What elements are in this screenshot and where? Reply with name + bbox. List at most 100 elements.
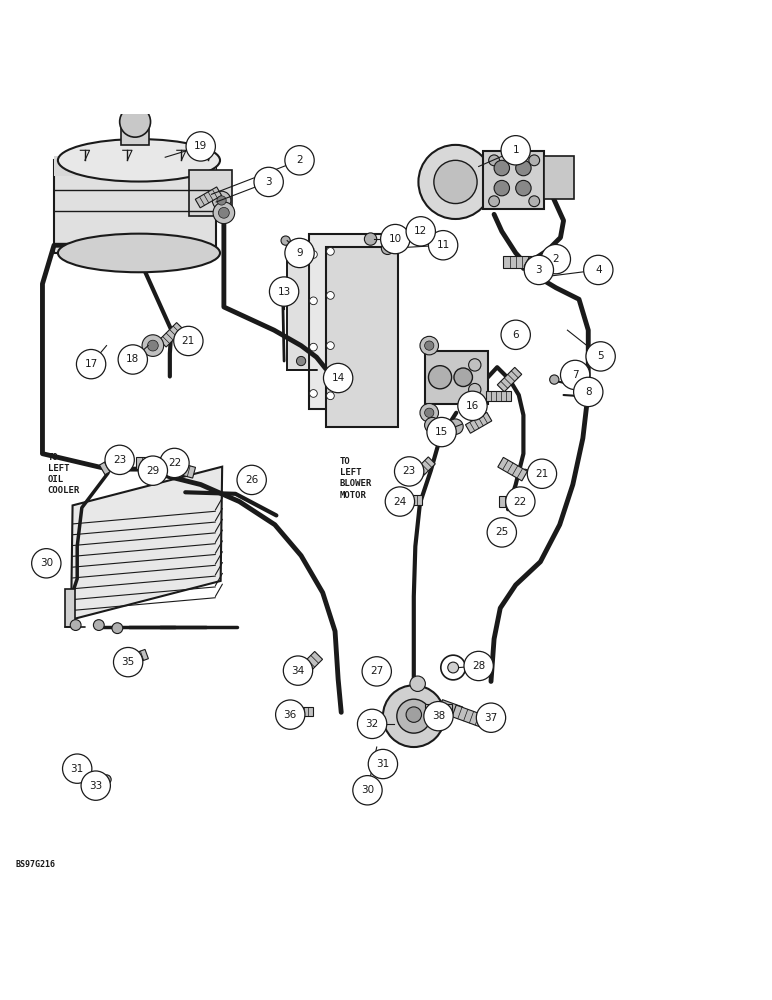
- Text: 8: 8: [585, 387, 591, 397]
- Circle shape: [394, 457, 424, 486]
- Circle shape: [434, 160, 477, 204]
- Circle shape: [285, 238, 314, 268]
- Circle shape: [327, 292, 334, 299]
- Circle shape: [105, 445, 134, 475]
- Polygon shape: [466, 412, 492, 433]
- Circle shape: [383, 685, 445, 747]
- Circle shape: [397, 699, 431, 733]
- Circle shape: [237, 465, 266, 495]
- Circle shape: [281, 236, 290, 245]
- Polygon shape: [452, 705, 486, 727]
- Polygon shape: [497, 367, 522, 392]
- Text: 16: 16: [466, 401, 479, 411]
- Polygon shape: [309, 234, 386, 409]
- Circle shape: [310, 251, 317, 258]
- Circle shape: [529, 196, 540, 207]
- Circle shape: [394, 236, 405, 247]
- Circle shape: [381, 242, 394, 255]
- Text: 29: 29: [146, 466, 160, 476]
- Circle shape: [118, 345, 147, 374]
- Text: 33: 33: [89, 781, 103, 791]
- Text: 23: 23: [113, 455, 127, 465]
- Bar: [544, 156, 574, 199]
- Bar: [482, 151, 544, 209]
- Circle shape: [186, 132, 215, 161]
- Text: 17: 17: [84, 359, 98, 369]
- Circle shape: [524, 255, 554, 285]
- Circle shape: [70, 620, 81, 630]
- Circle shape: [357, 709, 387, 739]
- Circle shape: [516, 180, 531, 196]
- Circle shape: [113, 647, 143, 677]
- Circle shape: [138, 456, 168, 485]
- Circle shape: [102, 775, 111, 784]
- Circle shape: [560, 360, 590, 390]
- Circle shape: [494, 180, 510, 196]
- Text: 4: 4: [595, 265, 601, 275]
- Circle shape: [427, 417, 456, 447]
- Text: 22: 22: [513, 497, 527, 507]
- Text: 37: 37: [484, 713, 498, 723]
- Text: 19: 19: [194, 141, 208, 151]
- Bar: [54, 156, 216, 176]
- Circle shape: [296, 356, 306, 366]
- Circle shape: [269, 277, 299, 306]
- Circle shape: [425, 417, 440, 433]
- Polygon shape: [498, 457, 527, 481]
- Circle shape: [213, 202, 235, 224]
- Circle shape: [529, 155, 540, 166]
- Text: 36: 36: [283, 710, 297, 720]
- Text: 21: 21: [535, 469, 549, 479]
- Text: 6: 6: [513, 330, 519, 340]
- Circle shape: [550, 375, 559, 384]
- Circle shape: [406, 707, 422, 722]
- Circle shape: [584, 255, 613, 285]
- Circle shape: [458, 391, 487, 420]
- Circle shape: [147, 340, 158, 351]
- Circle shape: [218, 207, 229, 218]
- Circle shape: [142, 335, 164, 356]
- Text: 30: 30: [39, 558, 53, 568]
- Text: 22: 22: [168, 458, 181, 468]
- Circle shape: [469, 359, 481, 371]
- Circle shape: [406, 217, 435, 246]
- Ellipse shape: [58, 139, 220, 182]
- Text: 3: 3: [536, 265, 542, 275]
- Text: 25: 25: [495, 527, 509, 537]
- Text: 13: 13: [277, 287, 291, 297]
- Circle shape: [410, 676, 425, 691]
- Polygon shape: [65, 589, 75, 627]
- Polygon shape: [122, 649, 148, 667]
- Circle shape: [516, 160, 531, 176]
- Text: 35: 35: [121, 657, 135, 667]
- Circle shape: [418, 145, 493, 219]
- Polygon shape: [136, 457, 167, 469]
- Circle shape: [501, 320, 530, 349]
- Polygon shape: [289, 707, 313, 716]
- Circle shape: [32, 549, 61, 578]
- Polygon shape: [100, 451, 129, 475]
- Circle shape: [310, 297, 317, 305]
- Text: 1: 1: [513, 145, 519, 155]
- Circle shape: [76, 349, 106, 379]
- Polygon shape: [486, 391, 511, 401]
- Circle shape: [93, 620, 104, 630]
- Circle shape: [501, 136, 530, 165]
- Text: 11: 11: [436, 240, 450, 250]
- Circle shape: [464, 651, 493, 681]
- Bar: [189, 170, 232, 216]
- Circle shape: [310, 390, 317, 397]
- Text: 28: 28: [472, 661, 486, 671]
- Circle shape: [310, 343, 317, 351]
- Text: 14: 14: [331, 373, 345, 383]
- Circle shape: [275, 282, 286, 292]
- Text: 15: 15: [435, 427, 449, 437]
- Text: 38: 38: [432, 711, 445, 721]
- Polygon shape: [326, 247, 398, 427]
- Circle shape: [506, 487, 535, 516]
- Polygon shape: [411, 457, 435, 481]
- Circle shape: [469, 383, 481, 396]
- Circle shape: [63, 754, 92, 783]
- Circle shape: [586, 342, 615, 371]
- Circle shape: [327, 342, 334, 349]
